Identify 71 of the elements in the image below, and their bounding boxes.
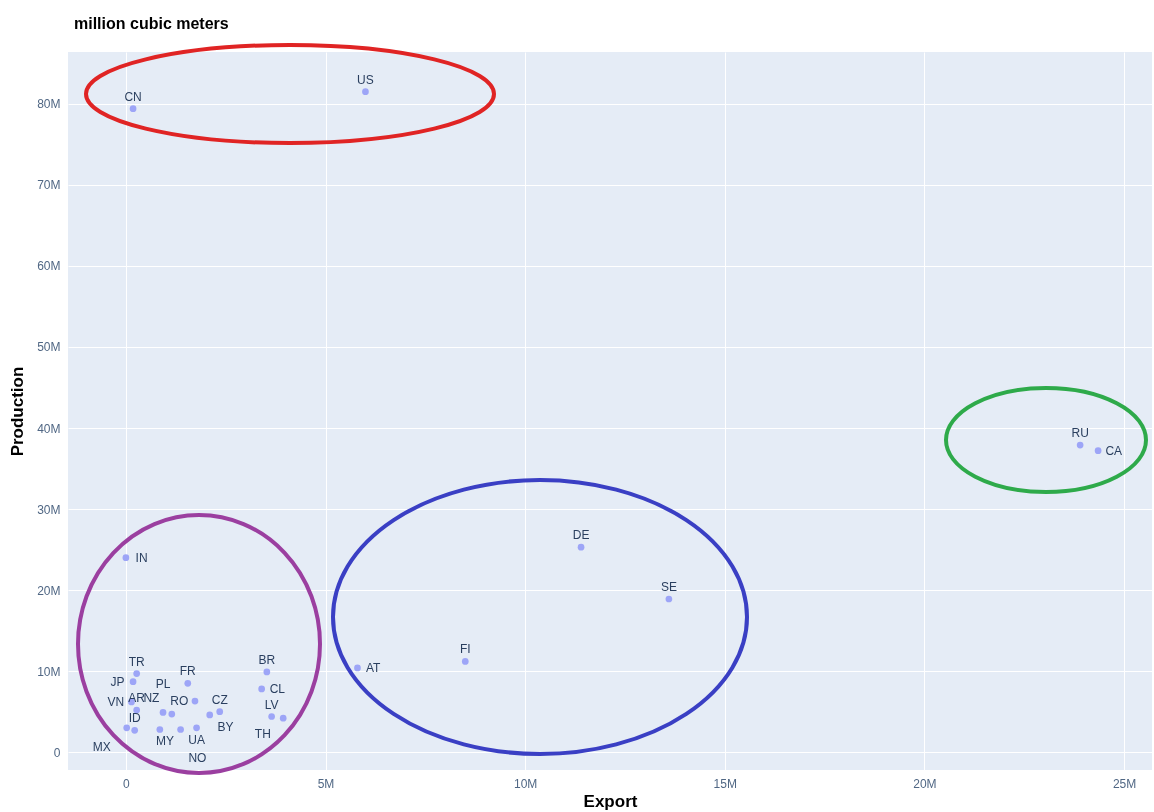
- annotation: UA: [188, 732, 205, 747]
- point: [354, 664, 361, 672]
- point: [665, 595, 673, 603]
- y-tick-label: 60M: [37, 259, 61, 274]
- point: [216, 708, 224, 715]
- point: [258, 685, 265, 693]
- annotation: FI: [459, 642, 471, 657]
- point: [279, 714, 287, 722]
- y-tick-label: 10M: [37, 664, 61, 679]
- point: [1076, 441, 1084, 449]
- y-tick-label: 50M: [37, 340, 61, 355]
- annotation: BY: [217, 719, 234, 734]
- point: [362, 88, 369, 96]
- annotation: SE: [660, 580, 677, 595]
- point: [461, 658, 469, 665]
- point: [156, 726, 164, 733]
- x-tick-label: 5M: [317, 776, 335, 791]
- annotation: VN: [107, 694, 125, 709]
- annotation: PL: [155, 676, 171, 691]
- annotation: RO: [170, 694, 189, 709]
- point: [131, 726, 139, 734]
- point: [159, 709, 167, 716]
- annotation: MX: [92, 740, 111, 755]
- point: [577, 543, 585, 551]
- x-tick-label: 25M: [1112, 776, 1137, 791]
- point: [184, 679, 192, 687]
- point: [1094, 447, 1102, 455]
- y-tick-label: 80M: [37, 97, 61, 112]
- annotation: RU: [1071, 426, 1089, 441]
- point: [133, 670, 141, 677]
- annotation: FR: [179, 664, 197, 679]
- x-axis-title: Export: [583, 791, 638, 811]
- annotation: NO: [188, 751, 207, 766]
- annotation: US: [357, 72, 374, 87]
- x-tick-label: 15M: [713, 776, 737, 791]
- annotation: CN: [124, 89, 142, 104]
- annotation: CA: [1105, 443, 1123, 458]
- x-tick-label: 0: [123, 776, 131, 791]
- annotation: TR: [128, 654, 145, 669]
- y-tick-label: 30M: [37, 502, 61, 517]
- y-tick-label: 70M: [37, 178, 61, 193]
- point: [191, 697, 199, 705]
- point: [206, 711, 214, 719]
- y-axis-title: Production: [8, 366, 28, 457]
- x-tick-label: 10M: [513, 776, 538, 791]
- x-tick-label: 20M: [913, 776, 937, 791]
- annotation: BR: [258, 652, 276, 667]
- annotation: NZ: [143, 691, 160, 706]
- point: [168, 710, 176, 718]
- chart-title: million cubic meters: [74, 15, 229, 32]
- point: [129, 105, 137, 113]
- point: [263, 668, 271, 676]
- point: [129, 678, 137, 686]
- point: [122, 554, 130, 562]
- annotation: CL: [269, 681, 286, 696]
- point: [177, 726, 184, 733]
- point: [193, 724, 200, 732]
- annotation: AT: [365, 660, 382, 675]
- annotation: ID: [128, 711, 142, 726]
- point: [123, 724, 131, 732]
- y-tick-label: 40M: [37, 421, 61, 436]
- annotation: TH: [254, 726, 271, 741]
- y-tick-label: 20M: [37, 583, 61, 598]
- annotation: DE: [572, 528, 590, 543]
- annotation: LV: [264, 697, 279, 712]
- annotation: CZ: [211, 692, 228, 707]
- annotation: JP: [110, 674, 125, 689]
- point: [268, 713, 275, 720]
- y-tick-label: 0: [53, 745, 61, 760]
- annotation: MY: [155, 734, 174, 749]
- annotation: IN: [135, 550, 148, 565]
